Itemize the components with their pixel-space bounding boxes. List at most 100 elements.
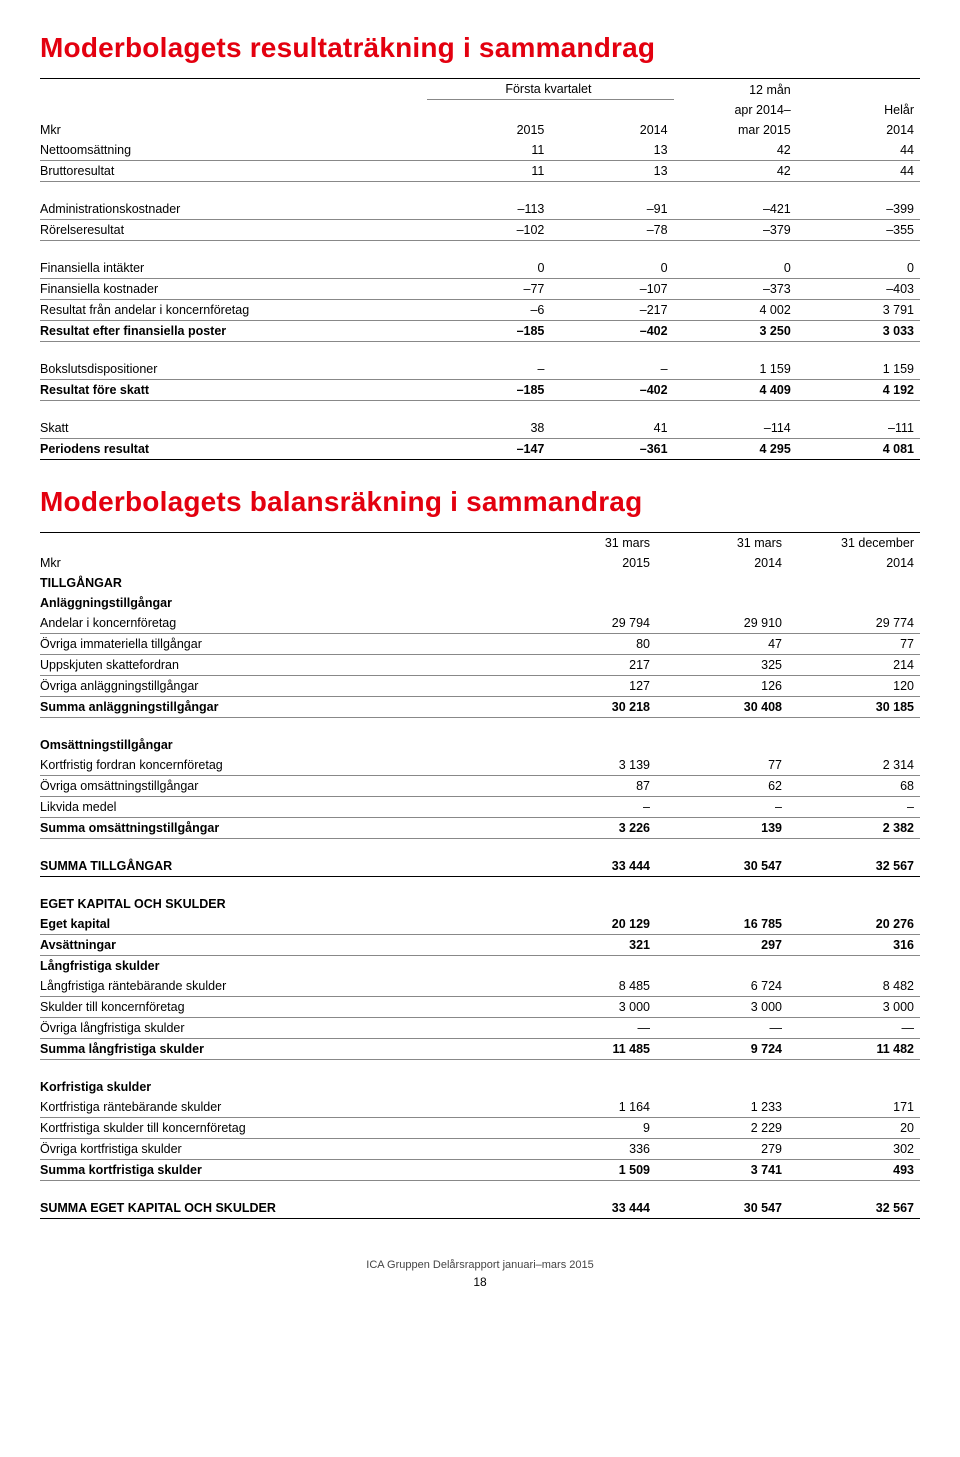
- row-value: –: [524, 796, 656, 817]
- row-value: 1 164: [524, 1097, 656, 1118]
- row-value: –402: [550, 379, 673, 400]
- row-value: 8 482: [788, 976, 920, 997]
- row-label: Övriga långfristiga skulder: [40, 1017, 524, 1038]
- row-value: 3 791: [797, 299, 920, 320]
- row-value: 127: [524, 675, 656, 696]
- row-value: –379: [674, 219, 797, 240]
- row-label: Långfristiga skulder: [40, 955, 524, 976]
- col-12mon-l3: mar 2015: [674, 120, 797, 140]
- row-value: 217: [524, 654, 656, 675]
- row-label: Administrationskostnader: [40, 199, 427, 220]
- row-value: 3 226: [524, 817, 656, 838]
- row-value: 2 382: [788, 817, 920, 838]
- row-label: Skatt: [40, 418, 427, 439]
- row-value: –: [427, 359, 550, 380]
- row-label: Kortfristig fordran koncernföretag: [40, 755, 524, 776]
- row-value: 11: [427, 160, 550, 181]
- row-value: –361: [550, 438, 673, 459]
- row-value: 13: [550, 160, 673, 181]
- row-value: 3 033: [797, 320, 920, 341]
- row-value: [788, 735, 920, 755]
- row-value: 321: [524, 934, 656, 955]
- row-value: [656, 1077, 788, 1097]
- page-number: 18: [40, 1275, 920, 1289]
- row-value: 32 567: [788, 1198, 920, 1219]
- row-label: Avsättningar: [40, 934, 524, 955]
- row-value: 3 741: [656, 1159, 788, 1180]
- row-value: 0: [427, 258, 550, 279]
- row-value: 325: [656, 654, 788, 675]
- row-value: 336: [524, 1138, 656, 1159]
- row-value: 3 139: [524, 755, 656, 776]
- row-value: 3 250: [674, 320, 797, 341]
- row-label: Övriga immateriella tillgångar: [40, 633, 524, 654]
- row-value: 1 509: [524, 1159, 656, 1180]
- row-value: 1 159: [797, 359, 920, 380]
- row-value: 29 910: [656, 613, 788, 634]
- row-value: 11 482: [788, 1038, 920, 1059]
- row-value: [788, 573, 920, 593]
- row-value: 42: [674, 140, 797, 161]
- row-value: 33 444: [524, 1198, 656, 1219]
- row-value: –111: [797, 418, 920, 439]
- col-mar2014-l1: 31 mars: [656, 532, 788, 553]
- row-value: [656, 573, 788, 593]
- unit-label: Mkr: [40, 120, 427, 140]
- row-label: Skulder till koncernföretag: [40, 996, 524, 1017]
- col-first-quarter: Första kvartalet: [427, 79, 673, 100]
- row-value: —: [524, 1017, 656, 1038]
- row-value: –6: [427, 299, 550, 320]
- row-value: 30 185: [788, 696, 920, 717]
- row-value: 139: [656, 817, 788, 838]
- row-value: [524, 894, 656, 914]
- row-value: [524, 1077, 656, 1097]
- row-value: 4 409: [674, 379, 797, 400]
- row-value: 0: [550, 258, 673, 279]
- row-value: 11 485: [524, 1038, 656, 1059]
- row-value: 20: [788, 1117, 920, 1138]
- row-label: Bokslutsdispositioner: [40, 359, 427, 380]
- row-value: –217: [550, 299, 673, 320]
- row-label: Övriga anläggningstillgångar: [40, 675, 524, 696]
- col-12mon-l2: apr 2014–: [674, 100, 797, 120]
- row-value: [524, 573, 656, 593]
- row-label: Likvida medel: [40, 796, 524, 817]
- row-value: 4 192: [797, 379, 920, 400]
- row-value: 41: [550, 418, 673, 439]
- row-value: —: [656, 1017, 788, 1038]
- row-label: Kortfristiga räntebärande skulder: [40, 1097, 524, 1118]
- income-statement-title: Moderbolagets resultaträkning i sammandr…: [40, 32, 920, 64]
- row-label: Korfristiga skulder: [40, 1077, 524, 1097]
- row-value: 77: [788, 633, 920, 654]
- row-value: –77: [427, 278, 550, 299]
- row-label: Summa långfristiga skulder: [40, 1038, 524, 1059]
- unit-label-2: Mkr: [40, 553, 524, 573]
- row-value: 30 547: [656, 856, 788, 877]
- row-label: Långfristiga räntebärande skulder: [40, 976, 524, 997]
- row-value: 62: [656, 775, 788, 796]
- row-value: –185: [427, 320, 550, 341]
- row-value: 20 276: [788, 914, 920, 935]
- row-value: 8 485: [524, 976, 656, 997]
- row-label: Övriga kortfristiga skulder: [40, 1138, 524, 1159]
- row-label: SUMMA TILLGÅNGAR: [40, 856, 524, 877]
- col-2014: 2014: [550, 120, 673, 140]
- row-value: 214: [788, 654, 920, 675]
- row-value: –78: [550, 219, 673, 240]
- row-label: Andelar i koncernföretag: [40, 613, 524, 634]
- row-label: Summa kortfristiga skulder: [40, 1159, 524, 1180]
- row-value: [656, 593, 788, 613]
- row-value: [524, 593, 656, 613]
- row-value: [788, 955, 920, 976]
- row-value: 120: [788, 675, 920, 696]
- row-value: 29 774: [788, 613, 920, 634]
- row-value: 171: [788, 1097, 920, 1118]
- row-value: 3 000: [656, 996, 788, 1017]
- row-label: Finansiella intäkter: [40, 258, 427, 279]
- col-12mon-l1: 12 mån: [674, 79, 797, 100]
- row-value: —: [788, 1017, 920, 1038]
- row-value: –399: [797, 199, 920, 220]
- row-label: Summa anläggningstillgångar: [40, 696, 524, 717]
- row-value: –102: [427, 219, 550, 240]
- row-value: 6 724: [656, 976, 788, 997]
